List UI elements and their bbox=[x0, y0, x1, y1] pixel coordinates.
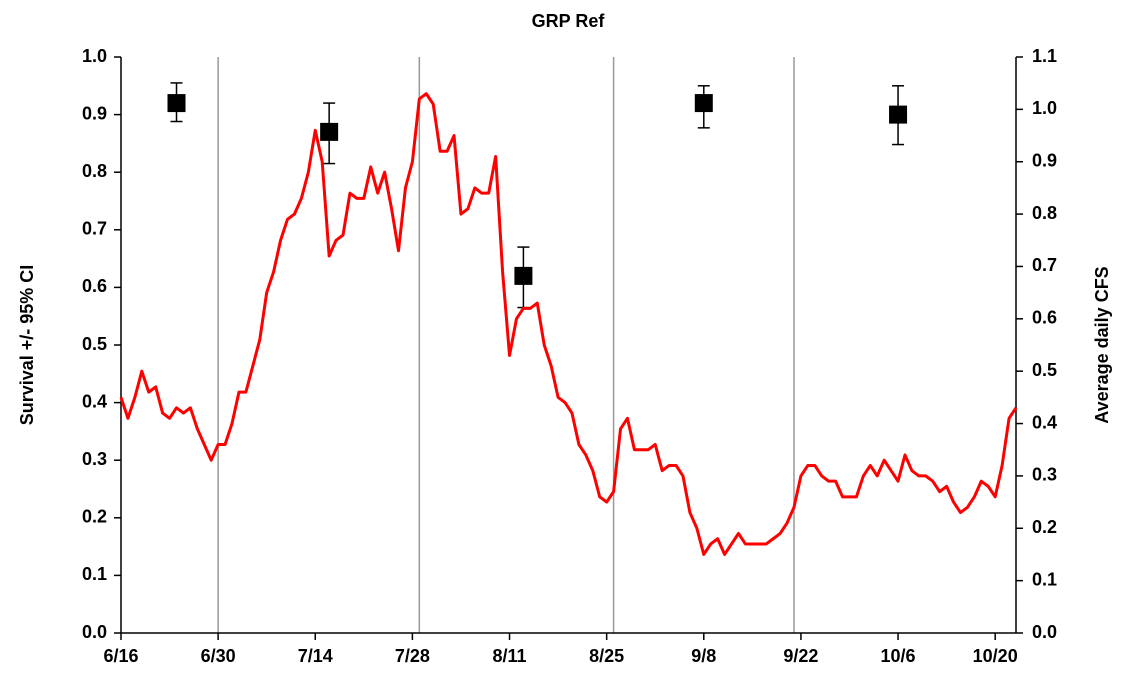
x-tick-label: 7/14 bbox=[298, 646, 333, 666]
y2-axis-title: Average daily CFS bbox=[1092, 266, 1112, 423]
y2-tick-label: 0.6 bbox=[1032, 308, 1057, 328]
y2-tick-label: 0.1 bbox=[1032, 569, 1057, 589]
x-tick-label: 6/16 bbox=[103, 646, 138, 666]
survival-marker bbox=[889, 105, 908, 124]
x-tick-label: 9/22 bbox=[783, 646, 818, 666]
x-tick-label: 9/8 bbox=[691, 646, 716, 666]
x-tick-label: 7/28 bbox=[395, 646, 430, 666]
x-tick-label: 10/6 bbox=[881, 646, 916, 666]
y2-tick-label: 1.1 bbox=[1032, 46, 1057, 66]
survival-marker bbox=[167, 94, 186, 113]
survival-marker bbox=[320, 122, 339, 141]
y2-tick-label: 0.8 bbox=[1032, 203, 1057, 223]
y-tick-label: 0.3 bbox=[82, 449, 107, 469]
y-tick-label: 0.7 bbox=[82, 219, 107, 239]
x-tick-label: 8/25 bbox=[589, 646, 624, 666]
y2-tick-label: 0.2 bbox=[1032, 517, 1057, 537]
chart-title: GRP Ref bbox=[532, 11, 606, 31]
x-tick-label: 10/20 bbox=[973, 646, 1018, 666]
y-tick-label: 0.5 bbox=[82, 334, 107, 354]
y-tick-label: 0.2 bbox=[82, 507, 107, 527]
y2-tick-label: 0.3 bbox=[1032, 465, 1057, 485]
y2-tick-label: 0.7 bbox=[1032, 255, 1057, 275]
flow-line bbox=[119, 92, 1018, 556]
survival-marker bbox=[694, 94, 713, 113]
y-tick-label: 0.4 bbox=[82, 391, 107, 411]
y-tick-label: 0.0 bbox=[82, 622, 107, 642]
y2-tick-label: 0.5 bbox=[1032, 360, 1057, 380]
y-tick-label: 1.0 bbox=[82, 46, 107, 66]
survival-marker bbox=[514, 266, 533, 285]
y2-tick-label: 0.9 bbox=[1032, 150, 1057, 170]
y-tick-label: 0.9 bbox=[82, 103, 107, 123]
y2-tick-label: 0.0 bbox=[1032, 622, 1057, 642]
y-tick-label: 0.6 bbox=[82, 276, 107, 296]
y2-tick-label: 1.0 bbox=[1032, 98, 1057, 118]
y-tick-label: 0.1 bbox=[82, 564, 107, 584]
x-tick-label: 6/30 bbox=[201, 646, 236, 666]
y2-tick-label: 0.4 bbox=[1032, 412, 1057, 432]
y-axis-title: Survival +/- 95% CI bbox=[17, 265, 37, 426]
y-tick-label: 0.8 bbox=[82, 161, 107, 181]
x-tick-label: 8/11 bbox=[493, 646, 527, 666]
